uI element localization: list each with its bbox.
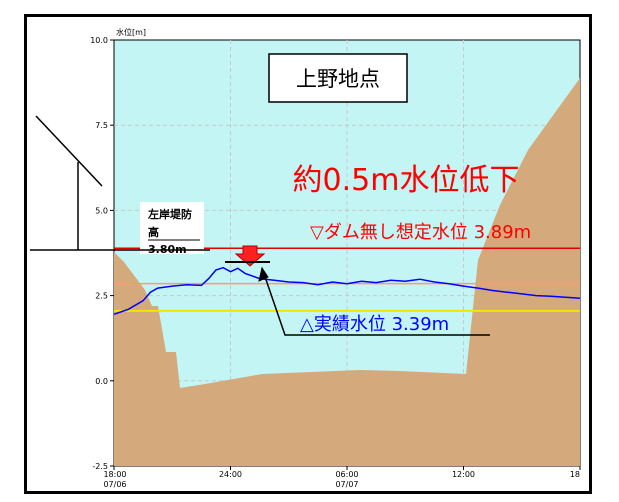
y-tick-label: 5.0 — [95, 206, 108, 215]
x-tick-time: 18:00 — [103, 470, 126, 479]
levee-label-line1: 左岸堤防 — [147, 207, 192, 221]
x-tick-time: 24:00 — [219, 470, 242, 479]
actual-level-line — [114, 266, 580, 316]
x-tick-time: 18 — [570, 470, 580, 479]
levee-slope-line — [35, 115, 103, 187]
title-box — [268, 53, 408, 103]
x-tick-time: 06:00 — [335, 470, 358, 479]
x-tick-time: 12:00 — [452, 470, 475, 479]
y-tick-label: 10.0 — [90, 36, 108, 45]
x-tick-date: 07/06 — [103, 480, 126, 489]
river-cross-section — [114, 78, 580, 466]
gridlines — [114, 40, 580, 466]
actual-pointer-line — [261, 267, 490, 336]
levee-label-box — [140, 202, 204, 254]
reduction-arrow-icon — [234, 245, 266, 267]
station-title: 上野地点 — [296, 67, 380, 91]
y-tick-label: 7.5 — [95, 121, 108, 130]
actual-label: △実績水位 3.39m — [300, 314, 449, 335]
y-tick-label: -2.5 — [92, 462, 108, 471]
y-tick-label: 2.5 — [95, 292, 108, 301]
x-tick-date: 07/07 — [335, 480, 358, 489]
reduction-label: 約0.5m水位低下 — [293, 163, 520, 198]
y-axis-label: 水位[m] — [116, 27, 146, 37]
levee-label-line2: 高 — [148, 225, 159, 239]
plot-area — [113, 39, 581, 467]
y-tick-label: 0.0 — [95, 377, 108, 386]
no-dam-label: ▽ダム無し想定水位 3.89m — [310, 222, 531, 243]
pointer-arrowhead-icon — [258, 266, 269, 282]
